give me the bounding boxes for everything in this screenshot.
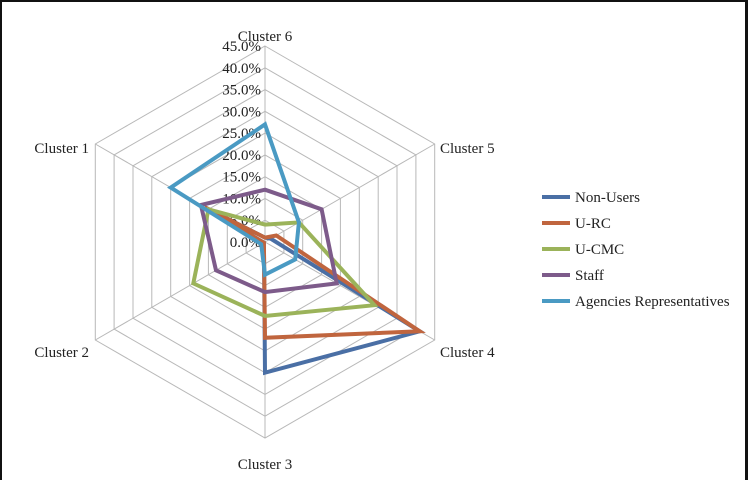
grid-spoke	[95, 241, 266, 341]
tick-label: 25.0%	[222, 126, 261, 142]
category-label: Cluster 5	[440, 141, 495, 157]
category-label: Cluster 4	[440, 345, 495, 361]
tick-label: 15.0%	[222, 170, 261, 186]
legend-label: U-CMC	[575, 242, 624, 258]
legend-label: U-RC	[575, 216, 611, 232]
series-lines	[167, 121, 426, 376]
legend: Non-Users U-RC U-CMC Staff Agencies Represen…	[542, 190, 730, 310]
tick-label: 40.0%	[222, 61, 261, 77]
category-labels: Cluster 6 Cluster 5 Cluster 4 Cluster 3 Clus…	[34, 29, 495, 473]
tick-label: 10.0%	[222, 191, 261, 207]
series-line	[203, 205, 425, 376]
category-label: Cluster 1	[34, 141, 89, 157]
grid-spoke	[264, 143, 435, 243]
category-label: Cluster 2	[34, 345, 89, 361]
series-line	[167, 121, 301, 278]
tick-label: 35.0%	[222, 83, 261, 99]
radial-tick-labels: 0.0%5.0%10.0%15.0%20.0%25.0%30.0%35.0%40…	[222, 39, 261, 251]
series-line	[191, 206, 379, 319]
tick-label: 20.0%	[222, 148, 261, 164]
tick-label: 30.0%	[222, 104, 261, 120]
legend-label: Agencies Representatives	[575, 294, 730, 310]
tick-label: 45.0%	[222, 39, 261, 55]
legend-label: Staff	[575, 268, 604, 284]
legend-label: Non-Users	[575, 190, 640, 206]
category-label: Cluster 3	[238, 457, 293, 473]
category-label: Cluster 6	[238, 29, 293, 45]
